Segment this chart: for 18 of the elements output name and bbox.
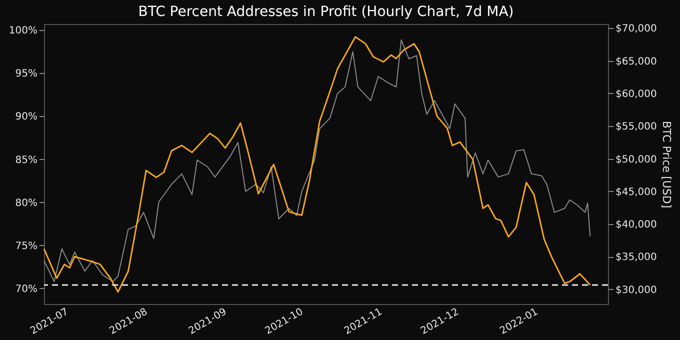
y2-tick-label: $45,000 <box>616 186 657 198</box>
y2-tick-label: $60,000 <box>616 88 657 100</box>
y2-tick-label: $50,000 <box>616 154 657 166</box>
y2-tick-label: $70,000 <box>616 24 657 35</box>
y-tick-label: 90% <box>15 112 38 123</box>
y2-tick-label: $40,000 <box>616 220 657 231</box>
y2-tick-label: $35,000 <box>616 252 657 264</box>
y-tick-label: 70% <box>15 284 38 295</box>
y-tick-label: 95% <box>15 68 38 80</box>
chart-title: BTC Percent Addresses in Profit (Hourly Chart, 7d MA) <box>138 4 514 20</box>
y2-tick-label: $30,000 <box>616 284 657 296</box>
y2-axis-title: BTC Price [USD] <box>660 120 673 208</box>
y-tick-label: 100% <box>8 26 38 37</box>
y-tick-label: 80% <box>15 198 38 209</box>
y-tick-label: 85% <box>15 154 38 166</box>
y2-tick-label: $65,000 <box>616 56 657 68</box>
y2-tick-label: $55,000 <box>616 122 657 133</box>
y-tick-label: 75% <box>15 240 38 252</box>
